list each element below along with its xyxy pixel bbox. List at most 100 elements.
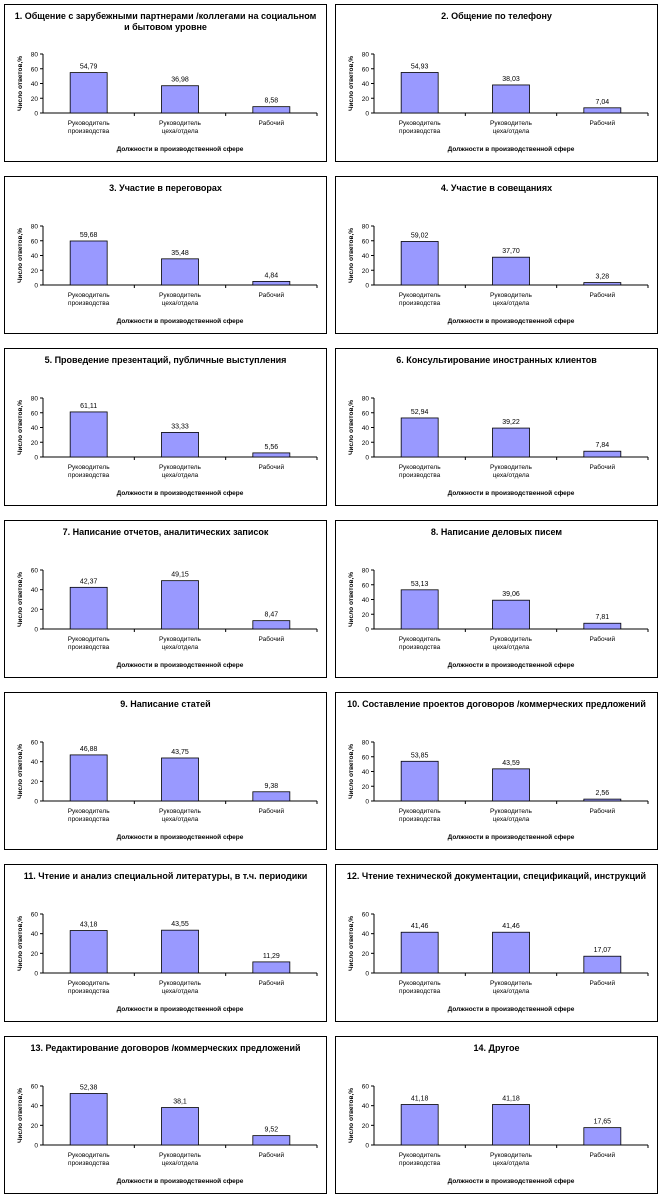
chart-title: 6. Консультирование иностранных клиентов	[396, 355, 597, 365]
chart-title: 1. Общение с зарубежными партнерами /кол…	[14, 11, 317, 32]
chart-panel: 13. Редактирование договоров /коммерческ…	[4, 1036, 327, 1194]
y-tick-label: 0	[34, 971, 38, 978]
chart-title: 11. Чтение и анализ специальной литерату…	[23, 871, 308, 881]
bar	[252, 281, 291, 286]
bar	[492, 931, 530, 974]
bar-value-label: 46,88	[80, 746, 98, 753]
x-tick-label: Руководитель производства	[68, 464, 110, 479]
y-tick-label: 80	[362, 740, 370, 747]
bar	[69, 240, 108, 286]
bar-value-label: 39,22	[502, 419, 520, 426]
bar-value-label: 17,07	[594, 947, 612, 954]
y-tick-label: 60	[31, 912, 39, 919]
y-tick-label: 60	[362, 1084, 370, 1091]
y-tick-label: 0	[365, 971, 369, 978]
y-tick-label: 0	[34, 455, 38, 462]
chart-svg: 0 20 40 60 Число ответов,% 46,88 Руководитель п…	[17, 740, 318, 841]
y-tick-label: 60	[362, 238, 370, 245]
bar	[583, 622, 622, 630]
chart-panel: 9. Написание статей 0 20 40 60 Число ответов,…	[4, 692, 327, 850]
chart-svg: 0 20 40 60 80 Число ответов,% 54,79 Руководител…	[17, 52, 318, 153]
y-tick-label: 20	[31, 440, 39, 447]
y-tick-label: 20	[362, 951, 370, 958]
y-tick-label: 20	[31, 607, 39, 614]
chart-panel: 1. Общение с зарубежными партнерами /кол…	[4, 4, 327, 162]
x-tick-label: Руководитель цеха/отдела	[490, 464, 532, 479]
y-tick-label: 60	[31, 740, 39, 747]
x-axis-label: Должности в производственной сфере	[117, 833, 244, 841]
bar	[400, 589, 439, 630]
x-tick-label: Рабочий	[259, 807, 285, 815]
x-axis-label: Должности в производственной сфере	[117, 1177, 244, 1185]
x-tick-label: Рабочий	[590, 1151, 616, 1159]
y-axis-label: Число ответов,%	[348, 400, 355, 455]
x-tick-label: Руководитель цеха/отдела	[490, 1152, 532, 1167]
bar-value-label: 38,03	[502, 76, 520, 83]
bar	[492, 768, 530, 802]
bar	[583, 1127, 622, 1146]
chart-title: 14. Другое	[473, 1043, 520, 1053]
y-axis-label: Число ответов,%	[17, 400, 24, 455]
y-tick-label: 0	[34, 627, 38, 634]
bar-value-label: 61,11	[80, 403, 97, 410]
x-tick-label: Руководитель цеха/отдела	[159, 120, 201, 135]
y-tick-label: 60	[31, 410, 39, 417]
chart-title: 5. Проведение презентаций, публичные выс…	[44, 355, 287, 365]
bar	[252, 1135, 291, 1146]
bar-value-label: 9,38	[265, 783, 279, 790]
bar	[583, 450, 622, 458]
y-tick-label: 40	[362, 253, 370, 260]
bar-value-label: 43,18	[80, 922, 98, 929]
x-tick-label: Руководитель производства	[399, 980, 441, 995]
x-tick-label: Руководитель производства	[68, 636, 110, 651]
bar-value-label: 7,84	[596, 442, 610, 449]
chart-panel: 11. Чтение и анализ специальной литерату…	[4, 864, 327, 1022]
x-tick-label: Рабочий	[590, 463, 616, 471]
y-tick-label: 20	[362, 612, 370, 619]
bar-value-label: 43,75	[171, 749, 189, 756]
y-tick-label: 0	[34, 283, 38, 290]
y-tick-label: 0	[365, 283, 369, 290]
bar	[161, 432, 199, 458]
y-tick-label: 60	[31, 1084, 39, 1091]
y-axis-label: Число ответов,%	[17, 572, 24, 627]
x-tick-label: Руководитель цеха/отдела	[490, 980, 532, 995]
x-axis-label: Должности в производственной сфере	[448, 145, 575, 153]
bar-value-label: 42,37	[80, 578, 98, 585]
x-tick-label: Руководитель цеха/отдела	[159, 1152, 201, 1167]
bar	[400, 72, 439, 114]
bar-value-label: 36,98	[171, 77, 189, 84]
y-tick-label: 20	[31, 96, 39, 103]
chart-svg: 0 20 40 60 Число ответов,% 52,38 Руководитель п…	[17, 1084, 318, 1185]
y-axis-label: Число ответов,%	[17, 228, 24, 283]
bar-value-label: 37,70	[502, 248, 520, 255]
y-tick-label: 80	[362, 568, 370, 575]
chart-panel: 8. Написание деловых писем 0 20 40 60 80 Число…	[335, 520, 658, 678]
x-axis-label: Должности в производственной сфере	[117, 661, 244, 669]
bar	[400, 241, 439, 286]
chart-title: 12. Чтение технической документации, спе…	[346, 871, 647, 881]
x-tick-label: Руководитель производства	[68, 120, 110, 135]
bar-value-label: 41,18	[502, 1096, 520, 1103]
bar-value-label: 52,38	[80, 1084, 98, 1091]
chart-panel: 12. Чтение технической документации, спе…	[335, 864, 658, 1022]
x-tick-label: Руководитель производства	[68, 980, 110, 995]
x-tick-label: Руководитель цеха/отдела	[159, 636, 201, 651]
y-tick-label: 0	[34, 1143, 38, 1150]
bar	[161, 1107, 199, 1146]
x-axis-label: Должности в производственной сфере	[117, 145, 244, 153]
bar	[492, 256, 530, 286]
y-tick-label: 80	[362, 396, 370, 403]
chart-title: 4. Участие в совещаниях	[440, 183, 553, 193]
bar	[161, 85, 199, 114]
y-tick-label: 40	[362, 597, 370, 604]
bar	[69, 1093, 108, 1146]
bar-value-label: 11,29	[263, 953, 280, 960]
x-tick-label: Руководитель цеха/отдела	[159, 808, 201, 823]
chart-title: 2. Общение по телефону	[441, 11, 552, 21]
y-axis-label: Число ответов,%	[348, 916, 355, 971]
chart-panel: 10. Составление проектов договоров /комм…	[335, 692, 658, 850]
chart-title: 8. Написание деловых писем	[430, 527, 563, 537]
bar-value-label: 8,47	[265, 612, 279, 619]
bar-value-label: 35,48	[171, 250, 189, 257]
